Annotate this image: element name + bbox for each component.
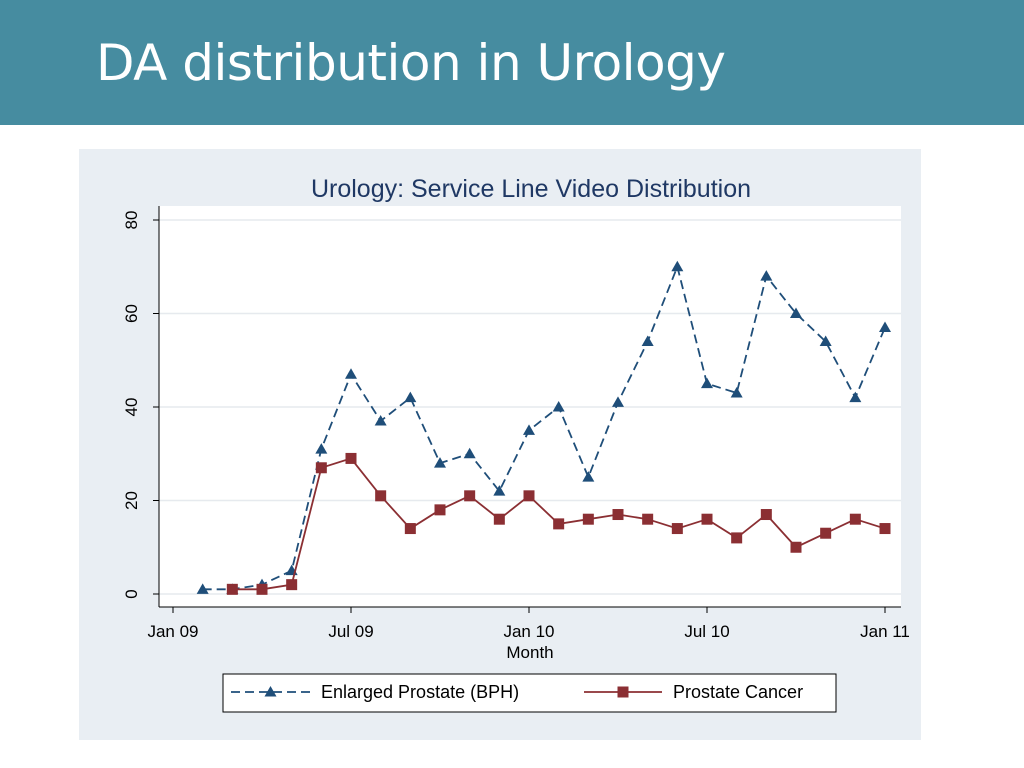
- data-point-prostate-cancer: [731, 532, 743, 544]
- data-point-bph: [523, 424, 535, 435]
- legend-box: [222, 673, 837, 713]
- data-point-bph: [641, 335, 654, 347]
- data-point-prostate-cancer: [879, 523, 891, 535]
- x-axis-label: Month: [506, 643, 553, 662]
- data-point-prostate-cancer: [493, 513, 505, 525]
- x-tick-label: Jan 09: [147, 622, 198, 641]
- legend-label: Prostate Cancer: [673, 682, 803, 702]
- chart-title: Urology: Service Line Video Distribution: [311, 175, 751, 203]
- data-point-prostate-cancer: [404, 523, 416, 535]
- data-point-bph: [879, 321, 891, 333]
- data-point-bph: [196, 583, 209, 594]
- data-point-bph: [463, 447, 476, 459]
- data-point-prostate-cancer: [760, 509, 772, 521]
- y-tick-label: 0: [122, 589, 141, 598]
- title-bar: [0, 0, 1024, 125]
- data-point-prostate-cancer: [464, 490, 476, 502]
- legend-label: Enlarged Prostate (BPH): [321, 682, 519, 702]
- data-point-prostate-cancer: [582, 513, 594, 525]
- data-point-prostate-cancer: [256, 583, 268, 595]
- data-point-prostate-cancer: [790, 541, 802, 553]
- x-tick-label: Jul 09: [328, 622, 373, 641]
- data-point-bph: [612, 396, 624, 407]
- data-point-bph: [434, 457, 446, 468]
- data-point-bph: [819, 335, 832, 347]
- y-tick-label: 20: [122, 491, 141, 510]
- data-point-bph: [315, 443, 328, 454]
- data-point-prostate-cancer: [553, 518, 565, 530]
- slide-title: DA distribution in Urology: [96, 34, 726, 92]
- data-point-prostate-cancer: [345, 452, 357, 464]
- data-point-bph: [345, 368, 357, 379]
- data-point-bph: [552, 401, 565, 412]
- data-point-prostate-cancer: [671, 523, 683, 535]
- data-point-prostate-cancer: [642, 513, 654, 525]
- data-point-bph: [790, 307, 802, 318]
- data-point-bph: [849, 391, 862, 403]
- legend-marker-square: [617, 686, 629, 698]
- data-point-prostate-cancer: [820, 527, 832, 539]
- data-point-bph: [493, 485, 506, 496]
- data-point-prostate-cancer: [701, 513, 713, 525]
- data-point-prostate-cancer: [612, 509, 624, 521]
- data-point-bph: [701, 377, 713, 389]
- data-point-prostate-cancer: [286, 579, 298, 591]
- data-point-bph: [374, 415, 387, 426]
- data-point-prostate-cancer: [375, 490, 387, 502]
- data-point-bph: [582, 471, 595, 482]
- data-point-bph: [730, 386, 743, 398]
- data-point-prostate-cancer: [523, 490, 535, 502]
- data-point-bph: [671, 260, 684, 272]
- x-tick-label: Jan 10: [503, 622, 554, 641]
- data-point-prostate-cancer: [315, 462, 327, 474]
- legend-marker-triangle: [264, 686, 277, 697]
- y-tick-label: 80: [122, 211, 141, 230]
- x-tick-label: Jan 11: [860, 622, 910, 641]
- y-tick-label: 40: [122, 398, 141, 417]
- data-point-bph: [760, 270, 773, 281]
- y-tick-label: 60: [122, 304, 141, 323]
- data-point-bph: [404, 391, 417, 403]
- x-tick-label: Jul 10: [684, 622, 729, 641]
- data-point-prostate-cancer: [226, 583, 238, 595]
- data-point-prostate-cancer: [849, 513, 861, 525]
- data-point-prostate-cancer: [434, 504, 446, 516]
